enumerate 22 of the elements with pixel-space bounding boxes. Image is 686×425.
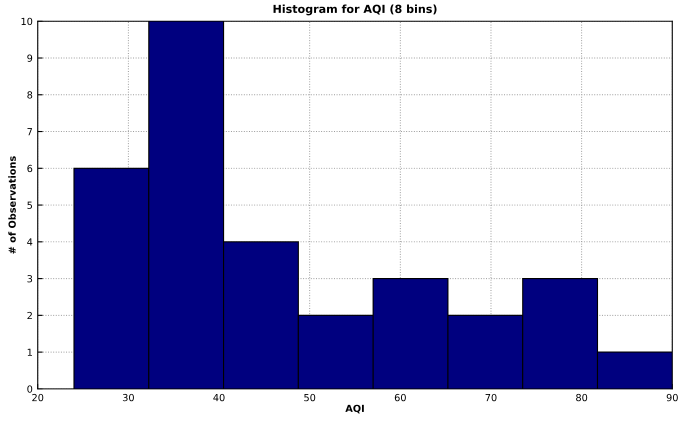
y-tick-label: 7	[27, 128, 32, 136]
x-tick-label: 50	[304, 394, 316, 402]
x-tick-label: 20	[32, 394, 44, 402]
x-axis-title: AQI	[345, 404, 364, 414]
y-tick-label: 1	[28, 348, 32, 356]
x-tick-label: 70	[486, 394, 497, 402]
x-tick-label: 90	[666, 394, 678, 402]
y-tick-label: 5	[27, 202, 32, 209]
y-tick-label: 0	[27, 385, 32, 393]
x-tick-label: 80	[576, 394, 588, 402]
x-tick-label: 60	[394, 394, 406, 402]
x-tick-label: 40	[213, 394, 225, 402]
y-axis-title: # of Observations	[8, 156, 16, 254]
x-tick-label: 30	[122, 394, 134, 402]
y-tick-label: 8	[27, 91, 32, 99]
y-tick-label: 3	[27, 275, 32, 282]
y-tick-label: 2	[27, 312, 32, 320]
y-tick-label: 6	[27, 164, 32, 172]
y-tick-label: 10	[22, 18, 32, 26]
y-tick-label: 4	[27, 238, 32, 246]
chart-title: Histogram for AQI (8 bins)	[274, 4, 437, 16]
y-tick-label: 9	[27, 54, 32, 62]
